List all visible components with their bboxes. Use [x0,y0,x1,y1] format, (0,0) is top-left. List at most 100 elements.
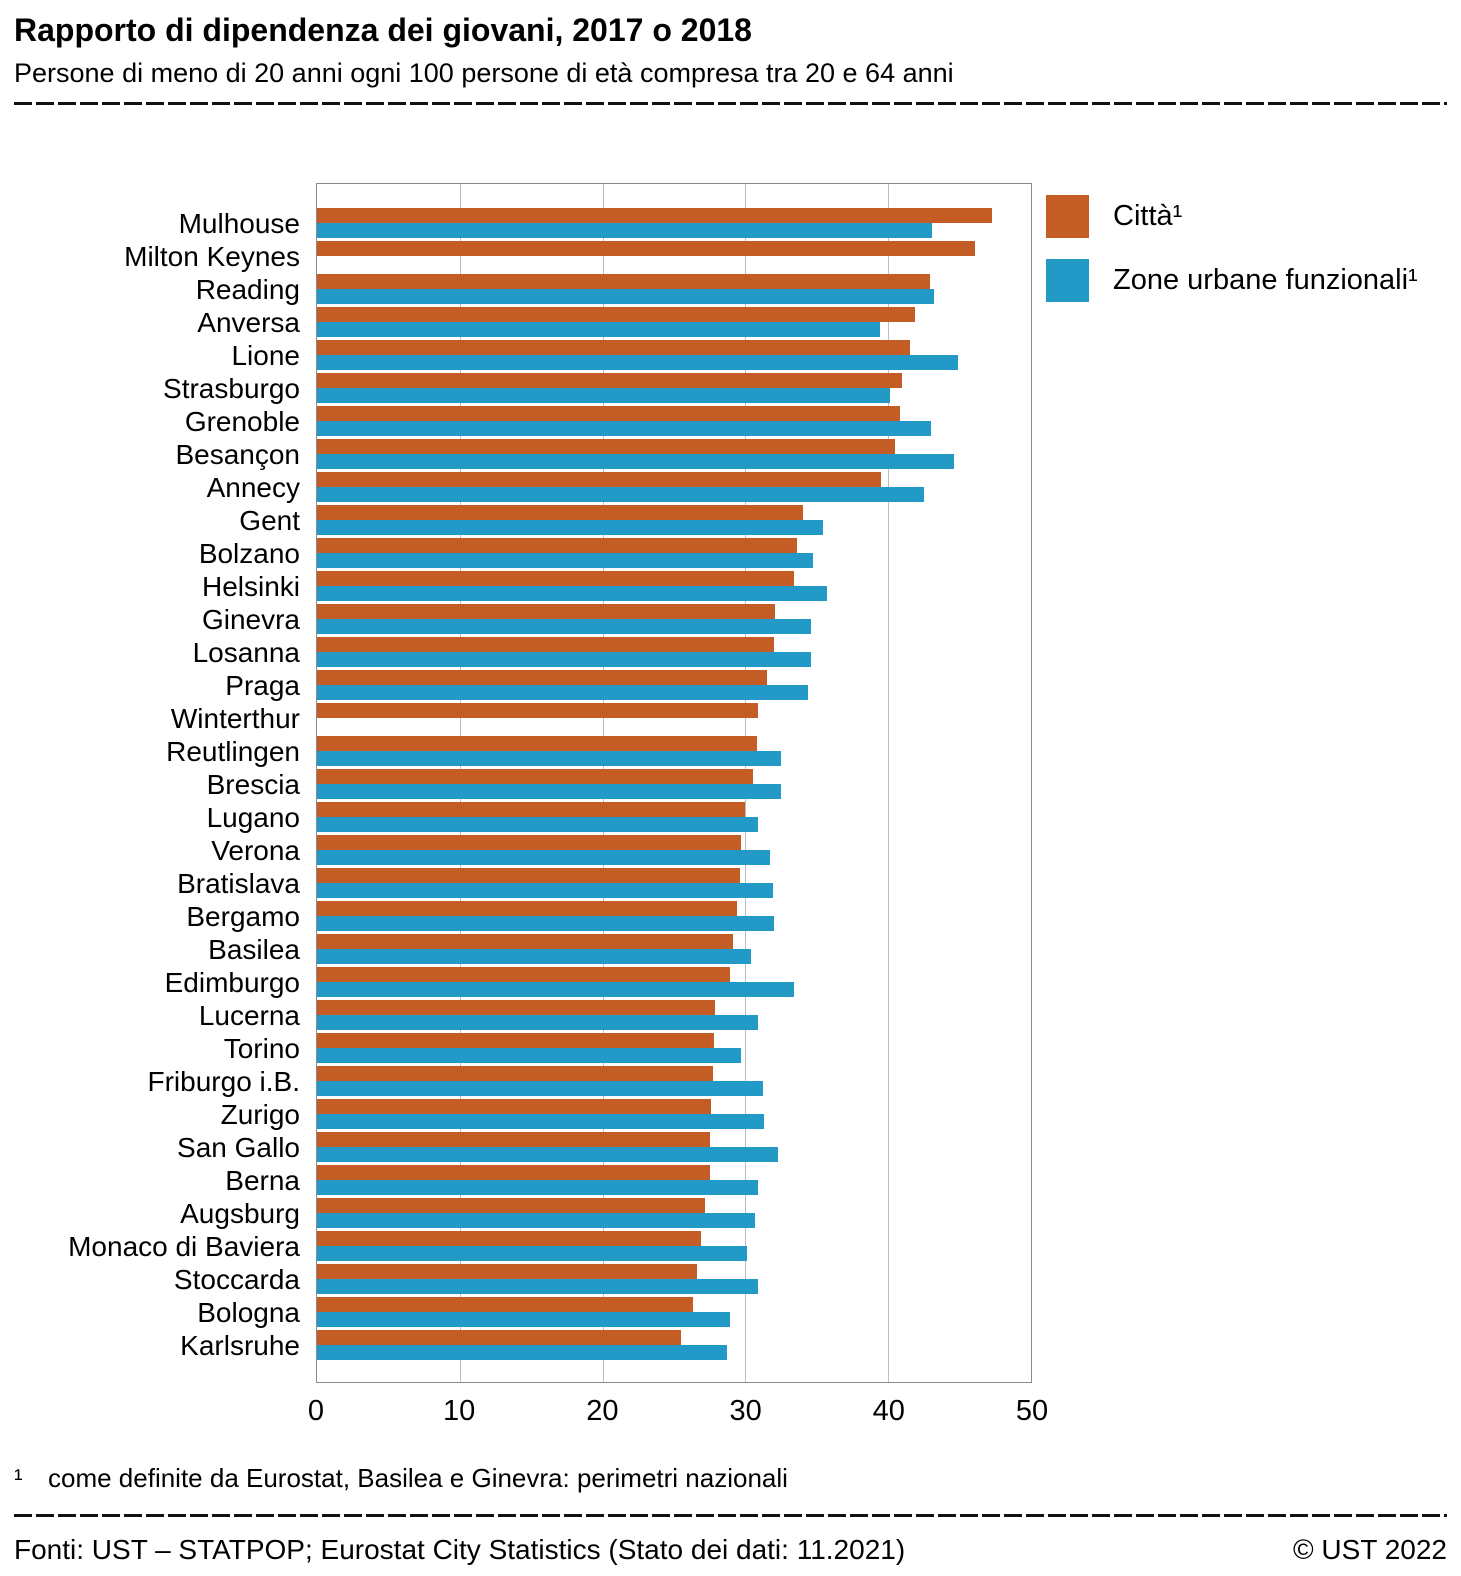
bar-group [317,934,1031,967]
bar-group [317,1330,1031,1363]
category-labels: Mulhouse Milton Keynes Reading Anversa Lione… [14,183,316,1383]
footnote-marker: ¹ [14,1463,23,1493]
category-label: Bratislava [177,868,300,899]
bar-zone-urbane [317,421,932,436]
bar-group [317,835,1031,868]
bar-group [317,901,1031,934]
legend-label-citta: Città¹ [1113,200,1183,232]
bar-zone-urbane [317,1015,759,1030]
bar-citta [317,868,740,883]
legend-item-citta: Città¹ [1046,195,1447,238]
bar-group [317,769,1031,802]
footer-copyright: © UST 2022 [1293,1534,1447,1565]
footer-sources: Fonti: UST – STATPOP; Eurostat City Stat… [14,1534,906,1565]
bar-citta [317,1066,713,1081]
legend-label-zone-urbane: Zone urbane funzionali¹ [1113,264,1418,296]
bar-citta [317,736,757,751]
bar-citta [317,571,794,586]
category-label: Augsburg [180,1198,300,1229]
bar-group [317,1264,1031,1297]
bar-zone-urbane [317,652,812,667]
category-label: Strasburgo [163,373,300,404]
legend-swatch-citta [1046,195,1089,238]
bar-zone-urbane [317,1081,763,1096]
bar-citta [317,406,900,421]
bar-zone-urbane [317,619,812,634]
bar-group [317,604,1031,637]
bar-group [317,373,1031,406]
bar-citta [317,637,774,652]
bar-group [317,1099,1031,1132]
category-label: Friburgo i.B. [147,1066,301,1097]
category-label: San Gallo [177,1132,300,1163]
bar-citta [317,1264,697,1279]
bar-zone-urbane [317,751,782,766]
bar-group [317,1198,1031,1231]
x-tick-label: 10 [443,1395,476,1427]
x-tick-label: 40 [872,1395,905,1427]
bar-citta [317,505,803,520]
category-label: Karlsruhe [180,1330,300,1361]
bar-zone-urbane [317,487,924,502]
category-label: Basilea [208,934,300,965]
bar-group [317,439,1031,472]
bar-group [317,1231,1031,1264]
category-label: Edimburgo [164,967,300,998]
bar-group [317,736,1031,769]
category-label: Lione [231,340,300,371]
bar-zone-urbane [317,223,933,238]
bar-citta [317,967,730,982]
bar-group [317,967,1031,1000]
bar-citta [317,1297,693,1312]
category-label: Bergamo [186,901,300,932]
bar-group [317,538,1031,571]
bar-citta [317,604,776,619]
header-rule [14,102,1447,105]
bar-zone-urbane [317,883,773,898]
category-label: Annecy [206,472,300,503]
bar-group [317,1000,1031,1033]
bar-citta [317,670,767,685]
category-label: Praga [225,670,300,701]
bar-citta [317,241,976,256]
bar-group [317,307,1031,340]
bar-group [317,868,1031,901]
bar-zone-urbane [317,553,813,568]
category-label: Brescia [206,769,300,800]
footer: Fonti: UST – STATPOP; Eurostat City Stat… [14,1534,1447,1566]
category-label: Torino [223,1033,300,1064]
bar-zone-urbane [317,289,934,304]
footer-rule [14,1514,1447,1517]
bar-group [317,1033,1031,1066]
gridline [888,184,890,1382]
bar-citta [317,1231,702,1246]
category-label: Reutlingen [166,736,300,767]
bar-group [317,802,1031,835]
bar-zone-urbane [317,784,782,799]
category-label: Winterthur [170,703,300,734]
bar-citta [317,901,737,916]
category-label: Zurigo [220,1099,300,1130]
bar-zone-urbane [317,916,774,931]
x-tick-label: 0 [307,1395,325,1427]
bar-zone-urbane [317,817,759,832]
category-label: Ginevra [201,604,300,635]
bar-group [317,208,1031,241]
bar-citta [317,208,993,223]
bar-citta [317,835,742,850]
bar-citta [317,1198,706,1213]
bar-citta [317,373,903,388]
bar-group [317,340,1031,373]
x-tick-label: 50 [1015,1395,1049,1427]
legend-swatch-zone-urbane [1046,259,1089,302]
bar-zone-urbane [317,322,880,337]
bar-chart: Mulhouse Milton Keynes Reading Anversa Lione… [14,183,1447,1383]
category-label: Losanna [192,637,300,668]
bar-citta [317,472,882,487]
legend: Città¹ Zone urbane funzionali¹ [1032,183,1447,1383]
bar-group [317,1297,1031,1330]
category-label: Mulhouse [178,208,300,239]
category-label: Milton Keynes [124,241,300,272]
chart-header: Rapporto di dipendenza dei giovani, 2017… [14,12,1447,105]
bar-citta [317,538,797,553]
